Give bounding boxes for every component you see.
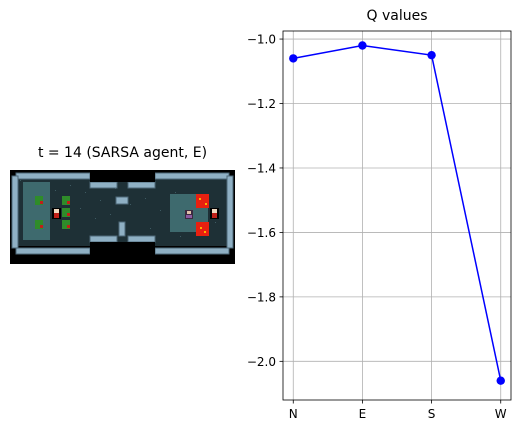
figure-right xyxy=(210,208,219,219)
y-tick-label: −1.4 xyxy=(247,161,276,175)
x-tick-label: S xyxy=(428,407,436,421)
y-tick-label: −1.6 xyxy=(247,226,276,240)
q-value-point xyxy=(496,376,505,385)
agent-sprite xyxy=(185,210,193,219)
env-panel-title: t = 14 (SARSA agent, E) xyxy=(37,145,208,161)
y-tick-label: −1.8 xyxy=(247,290,276,304)
q-value-point xyxy=(358,41,367,50)
gridworld-view xyxy=(10,170,235,264)
x-tick-label: N xyxy=(289,407,298,421)
left-room-floor xyxy=(23,182,50,240)
q-value-point xyxy=(289,54,298,63)
plot-frame xyxy=(282,30,512,401)
lava-sparks xyxy=(199,198,207,233)
y-tick-label: −2.0 xyxy=(247,355,276,369)
void-top xyxy=(90,170,155,182)
figure-left xyxy=(52,208,61,219)
center-pillars xyxy=(115,196,129,237)
x-tick-label: E xyxy=(359,407,367,421)
block-markers xyxy=(40,201,70,228)
void-bottom xyxy=(90,242,155,264)
wall-sides xyxy=(11,175,234,249)
chart-title: Q values xyxy=(366,8,428,24)
x-tick-label: W xyxy=(495,407,507,421)
q-values-line xyxy=(293,44,502,381)
y-tick-label: −1.2 xyxy=(247,97,276,111)
green-blocks xyxy=(35,196,70,229)
y-tick-label: −1.0 xyxy=(247,33,276,47)
q-value-point xyxy=(427,50,436,60)
